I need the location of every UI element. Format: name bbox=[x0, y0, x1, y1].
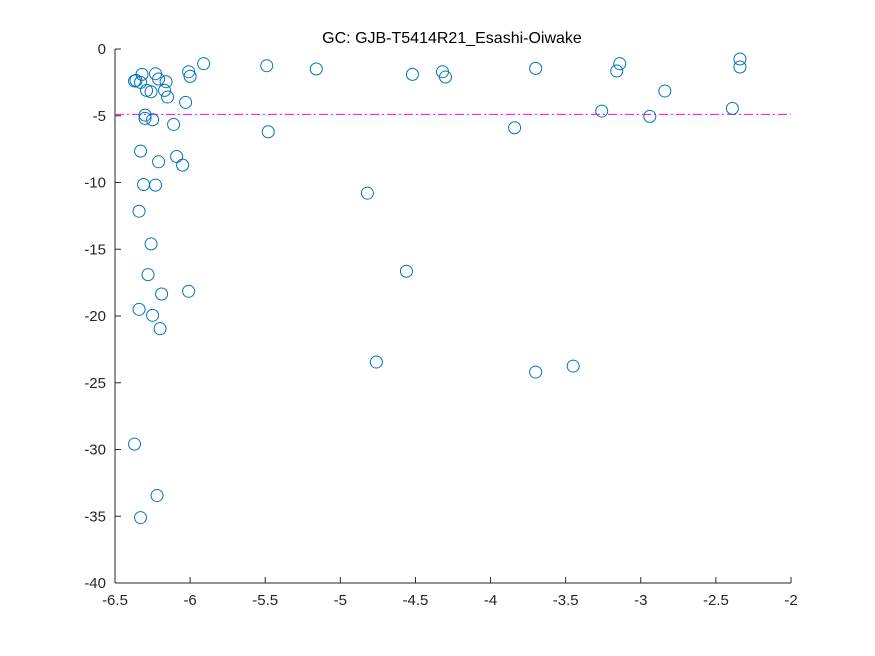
data-point bbox=[152, 72, 166, 86]
data-point bbox=[566, 359, 580, 373]
x-tick-label: -4.5 bbox=[403, 592, 429, 609]
data-point bbox=[132, 204, 146, 218]
data-point bbox=[179, 95, 193, 109]
data-point bbox=[128, 437, 142, 451]
data-point bbox=[170, 149, 184, 163]
x-tick-label: -6.5 bbox=[102, 592, 128, 609]
data-point bbox=[643, 109, 657, 123]
data-point bbox=[167, 117, 181, 131]
data-point bbox=[176, 158, 190, 172]
y-tick-label: -25 bbox=[84, 375, 106, 392]
y-tick-label: -15 bbox=[84, 241, 106, 258]
data-point bbox=[146, 308, 160, 322]
y-tick-label: -20 bbox=[84, 308, 106, 325]
x-tick-label: -6 bbox=[183, 592, 196, 609]
data-point bbox=[138, 108, 152, 122]
data-point bbox=[150, 489, 164, 503]
data-point bbox=[149, 178, 163, 192]
data-point bbox=[153, 322, 167, 336]
chart-title: GC: GJB-T5414R21_Esashi-Oiwake bbox=[322, 30, 582, 47]
data-point bbox=[508, 121, 522, 135]
data-point bbox=[152, 155, 166, 169]
data-point bbox=[161, 90, 175, 104]
x-tick-label: -3 bbox=[634, 592, 647, 609]
data-point bbox=[529, 61, 543, 75]
data-point bbox=[182, 284, 196, 298]
data-point bbox=[159, 75, 173, 89]
data-point bbox=[135, 67, 149, 81]
y-tick-label: -10 bbox=[84, 175, 106, 192]
x-tick-label: -2.5 bbox=[703, 592, 729, 609]
data-point bbox=[658, 84, 672, 98]
data-point bbox=[137, 178, 151, 192]
data-point bbox=[399, 264, 413, 278]
y-tick-label: -35 bbox=[84, 508, 106, 525]
data-point bbox=[725, 101, 739, 115]
data-point bbox=[595, 104, 609, 118]
data-point bbox=[309, 62, 323, 76]
data-point bbox=[146, 113, 160, 127]
data-point bbox=[369, 355, 383, 369]
plot-area: -6.5 -6 -5.5 -5 -4.5 -4 -3.5 -3 -2.5 -20-5-10-15-… bbox=[84, 41, 797, 609]
data-point bbox=[197, 57, 211, 71]
data-point bbox=[155, 287, 169, 301]
data-point bbox=[733, 52, 747, 66]
data-point bbox=[158, 83, 172, 97]
data-point bbox=[529, 365, 543, 379]
data-point bbox=[360, 186, 374, 200]
data-point bbox=[183, 69, 197, 83]
data-point bbox=[134, 144, 148, 158]
data-point bbox=[613, 57, 627, 71]
data-point bbox=[733, 60, 747, 74]
x-tick-label: -4 bbox=[484, 592, 497, 609]
data-point bbox=[144, 85, 158, 99]
data-point bbox=[144, 237, 158, 251]
data-point bbox=[261, 125, 275, 139]
y-tick-label: -30 bbox=[84, 442, 106, 459]
y-tick-label: -40 bbox=[84, 575, 106, 592]
x-tick-label: -2 bbox=[784, 592, 797, 609]
data-point bbox=[132, 302, 146, 316]
data-point bbox=[141, 268, 155, 282]
x-tick-label: -5.5 bbox=[252, 592, 278, 609]
y-tick-label: 0 bbox=[98, 41, 106, 58]
data-point bbox=[438, 70, 452, 84]
x-tick-label: -3.5 bbox=[553, 592, 579, 609]
data-point bbox=[134, 511, 148, 525]
data-point bbox=[610, 64, 624, 78]
data-point bbox=[138, 111, 152, 125]
x-tick-label: -5 bbox=[334, 592, 347, 609]
y-tick-label: -5 bbox=[93, 108, 106, 125]
data-point bbox=[405, 67, 419, 81]
data-point bbox=[260, 59, 274, 73]
